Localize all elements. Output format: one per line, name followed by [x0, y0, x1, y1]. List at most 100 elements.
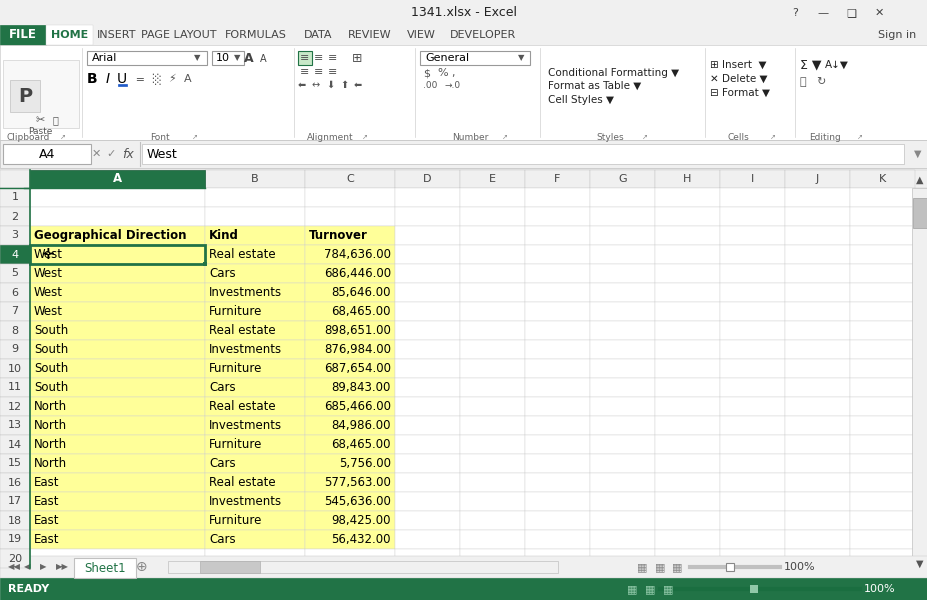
Bar	[654, 302, 719, 321]
Text: 9: 9	[11, 344, 19, 355]
Text: East: East	[34, 476, 59, 489]
Text: INSERT: INSERT	[96, 30, 136, 40]
Bar	[460, 397, 525, 416]
Bar	[525, 511, 590, 530]
Text: A: A	[244, 52, 254, 65]
Text: 17: 17	[8, 497, 22, 506]
Bar	[74, 558, 136, 578]
Text: ✕: ✕	[873, 8, 883, 18]
Bar	[0, 245, 30, 264]
Text: Real estate: Real estate	[209, 400, 275, 413]
Bar	[525, 264, 590, 283]
Text: West: West	[146, 148, 178, 160]
Bar	[205, 492, 305, 511]
Bar	[0, 170, 30, 188]
Bar	[0, 321, 30, 340]
Bar	[784, 207, 849, 226]
Bar	[749, 585, 757, 593]
Bar	[849, 207, 914, 226]
Bar	[784, 530, 849, 549]
Bar	[784, 549, 849, 568]
Bar	[30, 435, 205, 454]
Bar	[912, 198, 926, 228]
Bar	[305, 435, 395, 454]
Bar	[118, 84, 127, 86]
Text: →.0: →.0	[445, 82, 461, 91]
Bar	[205, 207, 305, 226]
Bar	[590, 435, 654, 454]
Text: Investments: Investments	[209, 286, 282, 299]
Bar	[0, 340, 30, 359]
Bar	[305, 397, 395, 416]
Text: A4: A4	[39, 148, 55, 160]
Bar	[305, 170, 395, 188]
Bar	[590, 264, 654, 283]
Bar	[395, 321, 460, 340]
Bar	[30, 416, 205, 435]
Text: K: K	[878, 174, 885, 184]
Text: ▦: ▦	[626, 584, 637, 594]
Bar	[784, 302, 849, 321]
Bar	[654, 245, 719, 264]
Text: ⊞ Insert  ▼: ⊞ Insert ▼	[709, 60, 766, 70]
Bar	[460, 549, 525, 568]
Text: B: B	[251, 174, 259, 184]
Bar	[30, 359, 205, 378]
Bar	[395, 226, 460, 245]
Text: Format as Table ▼: Format as Table ▼	[548, 81, 641, 91]
Bar	[784, 359, 849, 378]
Text: I: I	[750, 174, 754, 184]
Text: ⬆: ⬆	[339, 80, 348, 90]
Bar	[525, 416, 590, 435]
Bar	[30, 378, 205, 397]
Text: South: South	[34, 362, 69, 375]
Bar	[395, 511, 460, 530]
Bar	[719, 454, 784, 473]
Text: General: General	[425, 53, 469, 63]
Text: HOME: HOME	[51, 30, 88, 40]
Bar	[205, 473, 305, 492]
Bar	[395, 416, 460, 435]
Bar	[460, 264, 525, 283]
Text: 68,465.00: 68,465.00	[331, 438, 390, 451]
Bar	[590, 454, 654, 473]
Text: 84,986.00: 84,986.00	[331, 419, 390, 432]
Text: ✂: ✂	[35, 115, 44, 125]
Text: ⊟ Format ▼: ⊟ Format ▼	[709, 88, 769, 98]
Text: ↗: ↗	[192, 134, 197, 140]
Bar	[205, 435, 305, 454]
Bar	[395, 435, 460, 454]
Text: ▼: ▼	[913, 149, 921, 159]
Bar	[305, 473, 395, 492]
Text: 18: 18	[8, 515, 22, 526]
Text: South: South	[34, 343, 69, 356]
Bar	[849, 170, 914, 188]
Text: 10: 10	[8, 364, 22, 373]
Bar	[849, 321, 914, 340]
Text: Alignment: Alignment	[306, 133, 353, 142]
Text: Investments: Investments	[209, 419, 282, 432]
Text: ≡: ≡	[300, 67, 310, 77]
Bar	[849, 416, 914, 435]
Bar	[205, 321, 305, 340]
Text: 898,651.00: 898,651.00	[324, 324, 390, 337]
Bar	[395, 170, 460, 188]
Bar	[784, 397, 849, 416]
Text: VIEW: VIEW	[406, 30, 435, 40]
Bar	[205, 359, 305, 378]
Text: fx: fx	[122, 148, 133, 160]
Bar	[30, 188, 205, 207]
Bar	[719, 264, 784, 283]
Bar	[590, 245, 654, 264]
Text: %: %	[437, 68, 447, 78]
Text: North: North	[34, 419, 67, 432]
Bar	[654, 549, 719, 568]
Bar	[719, 473, 784, 492]
Bar	[395, 188, 460, 207]
Text: ≡: ≡	[300, 53, 310, 63]
Text: ▶▶: ▶▶	[56, 563, 69, 571]
Text: PAGE LAYOUT: PAGE LAYOUT	[141, 30, 216, 40]
Bar	[460, 530, 525, 549]
Bar	[10, 80, 40, 112]
Bar	[460, 321, 525, 340]
